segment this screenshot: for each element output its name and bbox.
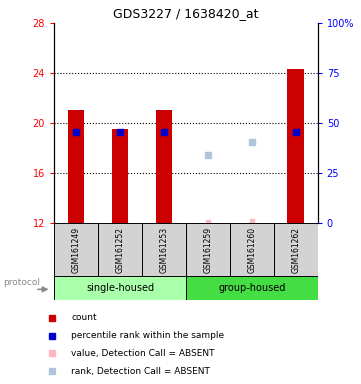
Bar (287, 69, 304, 223)
Bar (112, 129, 129, 223)
Text: GSM161259: GSM161259 (203, 227, 212, 273)
Bar (156, 111, 172, 223)
Text: percentile rank within the sample: percentile rank within the sample (71, 331, 225, 340)
Bar (186, 223, 230, 276)
Bar (186, 276, 318, 300)
Bar (274, 223, 318, 276)
Bar (98, 223, 142, 276)
Title: GDS3227 / 1638420_at: GDS3227 / 1638420_at (113, 7, 259, 20)
Text: rank, Detection Call = ABSENT: rank, Detection Call = ABSENT (71, 367, 210, 376)
Text: GSM161253: GSM161253 (160, 227, 169, 273)
Bar (68, 111, 84, 223)
Text: GSM161260: GSM161260 (247, 227, 256, 273)
Text: single-housed: single-housed (86, 283, 154, 293)
Text: GSM161249: GSM161249 (71, 227, 81, 273)
Bar (230, 223, 274, 276)
Bar (142, 223, 186, 276)
Text: group-housed: group-housed (218, 283, 286, 293)
Bar (54, 223, 98, 276)
Text: protocol: protocol (4, 278, 40, 287)
Text: value, Detection Call = ABSENT: value, Detection Call = ABSENT (71, 349, 215, 358)
Text: GSM161262: GSM161262 (291, 227, 300, 273)
Bar (54, 276, 186, 300)
Text: count: count (71, 313, 97, 323)
Text: GSM161252: GSM161252 (116, 227, 125, 273)
